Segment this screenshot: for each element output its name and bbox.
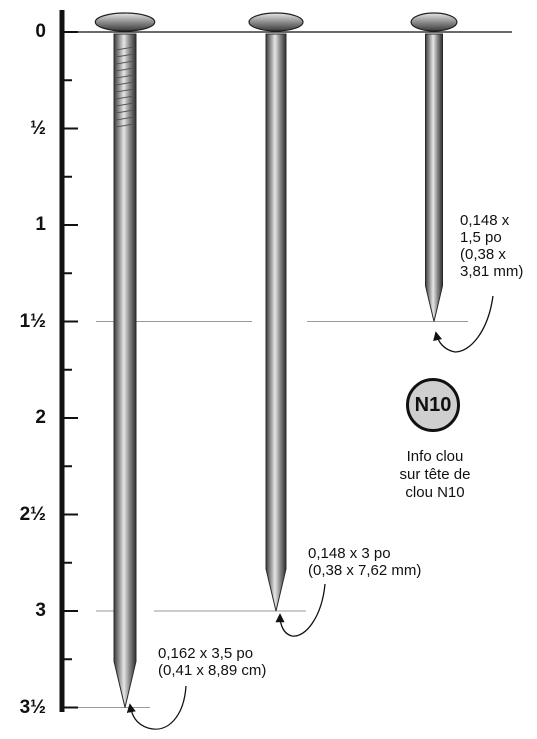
nail-ring-groove [115, 81, 135, 86]
ruler-label: 1 [35, 214, 46, 235]
n10-badge: N10 [406, 378, 460, 432]
ruler-label: 0 [35, 21, 46, 42]
ruler-label: 2½ [19, 503, 46, 525]
nail-3-dimension-note: 0,148 x 1,5 po (0,38 x 3,81 mm) [460, 212, 524, 280]
pointer-arrow [275, 583, 326, 637]
nail-2-dimension-note: 0,148 x 3 po (0,38 x 7,62 mm) [308, 545, 422, 579]
ruler-label: 2 [35, 407, 46, 428]
nail-shaft [265, 33, 287, 612]
nail-1-dimension-note: 0,162 x 3,5 po (0,41 x 8,89 cm) [158, 645, 267, 679]
nail-ring-groove [115, 88, 135, 93]
n10-caption: Info clou sur tête de clou N10 [399, 448, 471, 501]
nail-ring-groove [115, 74, 135, 79]
ruler-label: ½ [30, 117, 46, 139]
nail-head [94, 12, 156, 32]
nail-ring-groove [115, 123, 135, 128]
nail-ring-groove [115, 102, 135, 107]
nail-1 [94, 12, 156, 708]
ruler-label: 1½ [19, 310, 46, 332]
nail-ring-groove [115, 60, 135, 65]
ruler-label: 3 [35, 600, 46, 621]
nail-shaft [113, 33, 137, 708]
nail-ring-groove [115, 116, 135, 121]
nail-ring-groove [115, 109, 135, 114]
pointer-arrow [126, 685, 187, 730]
nail-ring-groove [115, 67, 135, 72]
n10-badge-text: N10 [414, 393, 452, 416]
pointer-arrow [433, 295, 494, 353]
nail-ring-groove [115, 53, 135, 58]
nail-head [248, 12, 304, 32]
nail-ring-groove [115, 95, 135, 100]
nail-head [410, 12, 458, 32]
nail-ring-groove [115, 46, 135, 51]
nail-shaft [425, 33, 443, 322]
nail-3 [410, 12, 458, 322]
ruler-label: 3½ [19, 696, 46, 718]
nail-2 [248, 12, 304, 612]
